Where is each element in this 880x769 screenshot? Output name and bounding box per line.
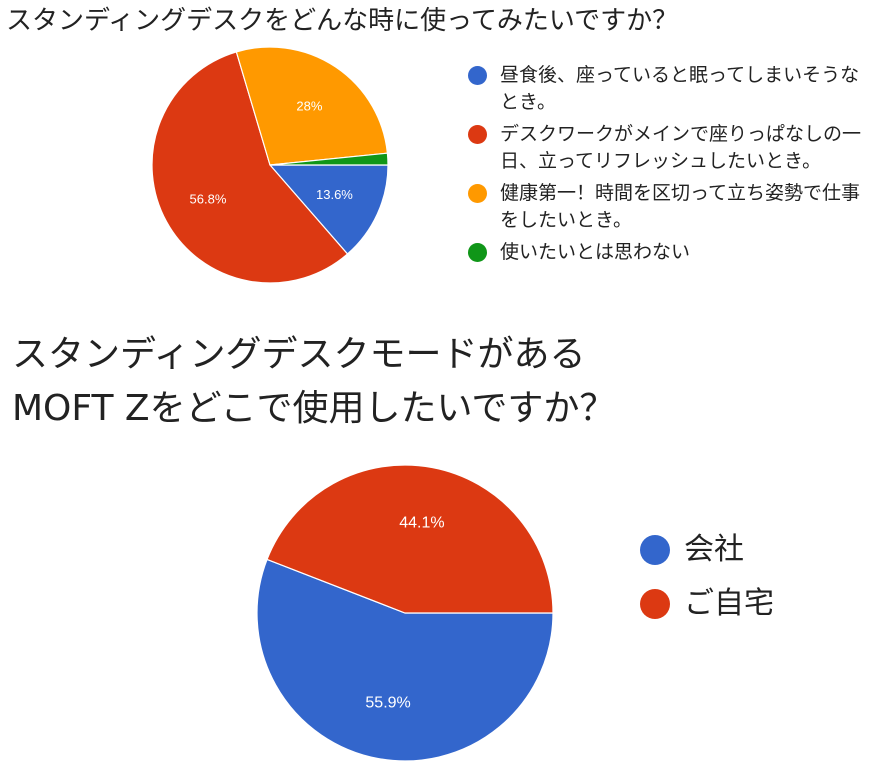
legend-swatch [640,535,670,565]
slice-label-desk-work: 56.8% [190,192,227,207]
chart-2-title-line-1: スタンディングデスクモードがある [12,334,586,375]
pie-slice-dont-want [269,152,389,166]
legend-label: 昼食後、座っていると眠ってしまいそうなとき。 [500,64,860,113]
pie-chart-usage-place: スタンディングデスクモードがある MOFT Zをどこで使用したいですか？ 55.… [0,300,880,769]
legend-item-desk-work: デスクワークがメインで座りっぱなしの一日、立ってリフレッシュしたいとき。 [468,121,876,175]
pie-slice-desk-work [151,51,349,284]
legend-swatch [468,184,487,203]
legend-swatch [468,243,487,262]
chart-1-pie: 13.6% 56.8% 28% [151,46,389,284]
legend-item-health-first: 健康第一！時間を区切って立ち姿勢で仕事をしたいとき。 [468,180,876,234]
legend-label: 使いたいとは思わない [500,241,691,263]
pie-slice-after-lunch [268,164,389,255]
pie-slice-health-first [235,46,389,166]
chart-2-title: スタンディングデスクモードがある MOFT Zをどこで使用したいですか？ [12,328,615,436]
slice-label-after-lunch: 13.6% [316,187,353,202]
legend-item-dont-want: 使いたいとは思わない [468,239,876,266]
legend-swatch [640,589,670,619]
chart-2-pie: 55.9% 44.1% [256,464,554,762]
chart-1-title: スタンディングデスクをどんな時に使ってみたいですか？ [6,6,679,36]
chart-2-title-line-2: MOFT Zをどこで使用したいですか？ [12,388,616,429]
legend-swatch [468,125,487,144]
legend-swatch [468,66,487,85]
legend-label: デスクワークがメインで座りっぱなしの一日、立ってリフレッシュしたいとき。 [500,123,862,172]
legend-item-office: 会社 [640,530,774,570]
pie-slice-office [256,558,554,762]
slice-label-office: 55.9% [365,695,410,712]
legend-item-home: ご自宅 [640,584,774,624]
slice-label-home: 44.1% [399,514,444,531]
pie-chart-usage-timing: スタンディングデスクをどんな時に使ってみたいですか？ 13.6% 56.8% 28%… [0,0,880,300]
chart-1-legend: 昼食後、座っていると眠ってしまいそうなとき。 デスクワークがメインで座りっぱなし… [468,62,876,271]
pie-slice-home [266,464,554,614]
legend-label: ご自宅 [684,586,774,621]
slice-label-health-first: 28% [296,99,322,114]
legend-item-after-lunch: 昼食後、座っていると眠ってしまいそうなとき。 [468,62,876,116]
chart-2-legend: 会社 ご自宅 [640,530,774,638]
legend-label: 健康第一！時間を区切って立ち姿勢で仕事をしたいとき。 [500,182,861,231]
legend-label: 会社 [684,532,744,567]
